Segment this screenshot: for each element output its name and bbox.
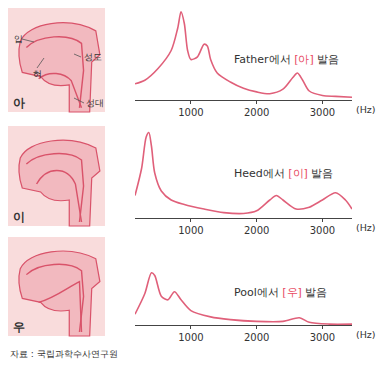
svg-text:이: 이: [13, 210, 25, 224]
svg-text:1000: 1000: [178, 332, 203, 343]
svg-text:1000: 1000: [178, 225, 203, 236]
svg-text:입: 입: [14, 34, 23, 44]
svg-text:성도: 성도: [84, 52, 102, 62]
svg-text:Father에서 [아] 발음: Father에서 [아] 발음: [234, 53, 339, 66]
svg-text:1000: 1000: [178, 107, 203, 118]
svg-text:(Hz): (Hz): [356, 222, 376, 233]
svg-text:아: 아: [13, 96, 25, 110]
svg-text:자료 : 국립과학수사연구원: 자료 : 국립과학수사연구원: [10, 349, 118, 359]
svg-text:혀: 혀: [33, 69, 42, 79]
svg-text:성대: 성대: [86, 98, 104, 108]
svg-text:3000: 3000: [310, 225, 335, 236]
svg-text:2000: 2000: [244, 332, 269, 343]
svg-text:3000: 3000: [310, 107, 335, 118]
svg-text:Pool에서 [우] 발음: Pool에서 [우] 발음: [234, 286, 327, 299]
svg-text:우: 우: [13, 320, 25, 334]
svg-text:(Hz): (Hz): [356, 329, 376, 340]
svg-text:3000: 3000: [310, 332, 335, 343]
svg-text:2000: 2000: [244, 107, 269, 118]
svg-text:2000: 2000: [244, 225, 269, 236]
svg-text:Heed에서 [이] 발음: Heed에서 [이] 발음: [234, 167, 333, 180]
svg-text:(Hz): (Hz): [356, 104, 376, 115]
